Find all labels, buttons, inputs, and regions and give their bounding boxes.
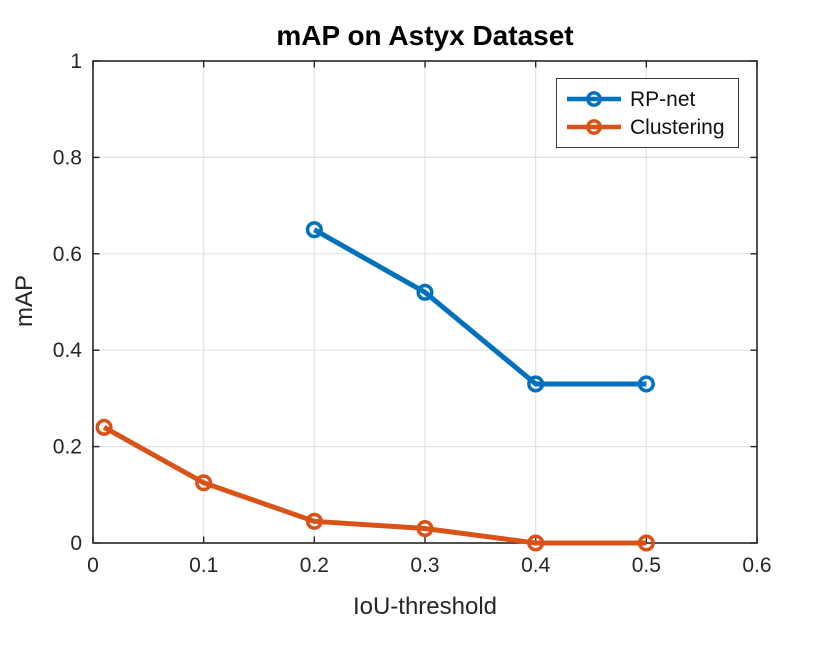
series-line-clustering bbox=[102, 425, 647, 546]
y-tick-label: 1 bbox=[70, 50, 82, 73]
y-tick-label: 0.8 bbox=[53, 146, 82, 169]
y-tick-label: 0 bbox=[70, 532, 82, 555]
x-tick-label: 0.5 bbox=[632, 554, 661, 577]
data-point-marker-clustering bbox=[637, 534, 655, 552]
series-line-rp-net bbox=[313, 227, 647, 387]
legend-item-rp-net: RP-net bbox=[565, 88, 738, 110]
data-point-marker-clustering bbox=[416, 519, 434, 538]
data-point-marker-rp-net bbox=[637, 375, 655, 393]
legend-line-marker-icon bbox=[567, 91, 621, 107]
data-point-marker-clustering bbox=[305, 512, 323, 530]
y-tick-label: 0.6 bbox=[53, 243, 82, 266]
data-point-marker-rp-net bbox=[305, 221, 323, 239]
x-tick-label: 0.2 bbox=[300, 554, 329, 577]
data-point-marker-clustering bbox=[95, 418, 113, 436]
x-tick-label: 0.1 bbox=[189, 554, 218, 577]
data-point-marker-rp-net bbox=[416, 283, 434, 301]
x-tick-label: 0.3 bbox=[410, 554, 439, 577]
data-point-marker-rp-net bbox=[527, 375, 545, 393]
x-tick-label: 0 bbox=[87, 554, 99, 577]
legend-label-rp-net: RP-net bbox=[630, 87, 696, 111]
x-axis-label: IoU-threshold bbox=[352, 593, 498, 620]
legend-item-clustering: Clustering bbox=[565, 116, 738, 138]
chart-title: mAP on Astyx Dataset bbox=[276, 20, 574, 51]
legend-label-clustering: Clustering bbox=[630, 115, 725, 139]
data-point-marker-clustering bbox=[527, 534, 545, 552]
y-tick-label: 0.4 bbox=[53, 339, 83, 362]
legend: RP-net Clustering bbox=[556, 78, 739, 148]
y-tick-label: 0.2 bbox=[53, 436, 82, 459]
x-tick-label: 0.6 bbox=[742, 554, 771, 577]
x-tick-label: 0.4 bbox=[521, 554, 551, 577]
y-axis-label: mAP bbox=[11, 274, 38, 328]
legend-line-marker-icon bbox=[567, 119, 621, 135]
data-point-marker-clustering bbox=[195, 474, 213, 492]
